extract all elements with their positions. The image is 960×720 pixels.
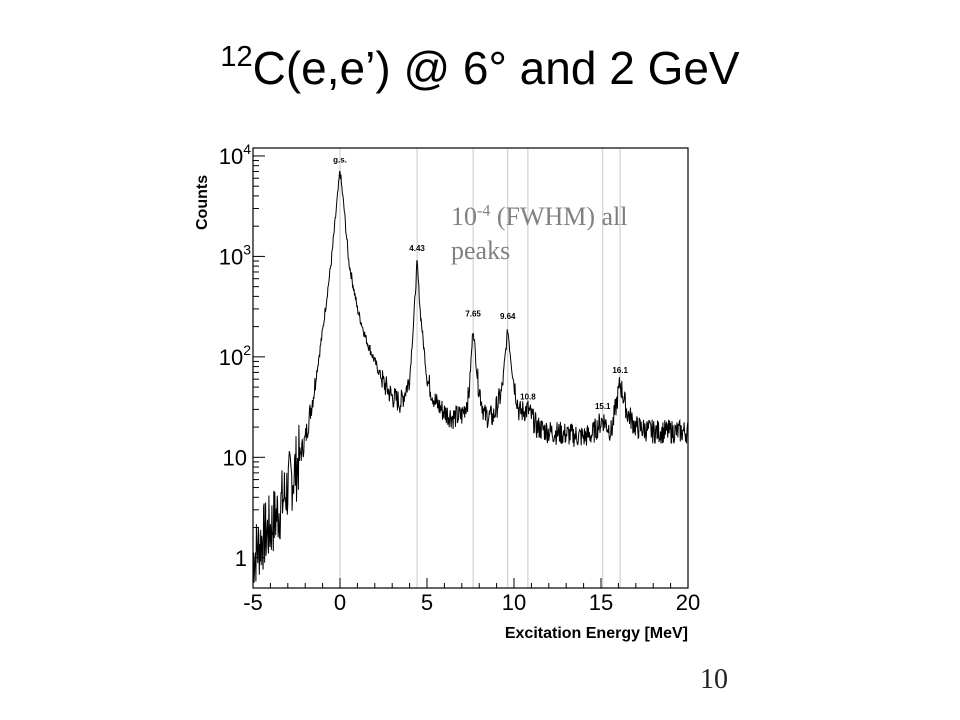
y-tick-label: 103 bbox=[219, 241, 251, 269]
peak-label: 4.43 bbox=[409, 244, 425, 253]
x-axis-label: Excitation Energy [MeV] bbox=[505, 625, 688, 642]
plot-frame bbox=[252, 147, 689, 589]
title-text: C(e,e’) @ 6° and 2 GeV bbox=[252, 42, 740, 94]
y-tick-label: 10 bbox=[223, 445, 247, 470]
y-tick-label: 104 bbox=[219, 141, 251, 169]
peak-label: g.s. bbox=[333, 155, 347, 164]
peak-label: 7.65 bbox=[465, 310, 481, 319]
peak-label: 9.64 bbox=[500, 312, 516, 321]
peak-gridlines bbox=[339, 148, 621, 588]
x-tick-label: 20 bbox=[676, 590, 700, 615]
peak-label: 16.1 bbox=[612, 366, 628, 375]
x-axis-ticks: -5 0 5 10 15 20 bbox=[243, 578, 700, 615]
x-tick-label: 15 bbox=[589, 590, 613, 615]
y-axis-label: Counts bbox=[194, 175, 211, 230]
x-tick-label: 10 bbox=[502, 590, 526, 615]
annotation-base: 10 bbox=[451, 202, 477, 231]
x-tick-label: 0 bbox=[334, 590, 346, 615]
y-tick-label: 102 bbox=[219, 342, 251, 370]
peak-label: 10.8 bbox=[520, 392, 536, 401]
x-tick-label: 5 bbox=[421, 590, 433, 615]
spectrum-line bbox=[252, 170, 689, 583]
resolution-annotation: 10-4 (FWHM) all peaks bbox=[451, 200, 681, 268]
x-tick-label: -5 bbox=[243, 590, 263, 615]
slide-title: 12C(e,e’) @ 6° and 2 GeV bbox=[0, 40, 960, 96]
peak-label: 15.1 bbox=[595, 402, 611, 411]
annotation-text: (FWHM) all peaks bbox=[451, 202, 628, 265]
page-number: 10 bbox=[700, 664, 728, 695]
y-tick-label: 1 bbox=[235, 546, 247, 571]
peak-labels: g.s. 4.43 7.65 9.64 10.8 15.1 16.1 bbox=[333, 155, 628, 411]
y-axis-ticks: 1 10 102 103 104 bbox=[219, 141, 265, 571]
title-superscript: 12 bbox=[220, 40, 253, 73]
annotation-exponent: -4 bbox=[477, 202, 491, 220]
